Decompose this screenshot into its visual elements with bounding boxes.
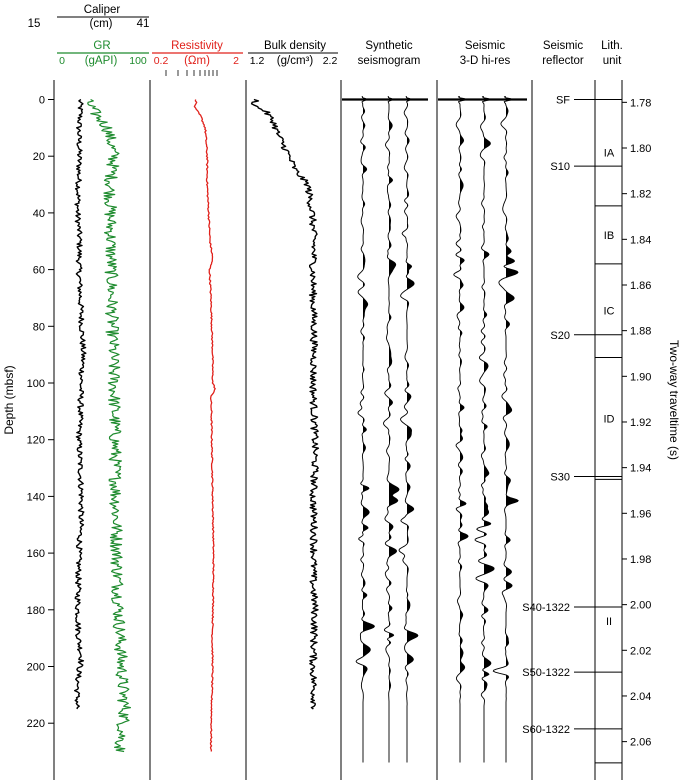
resistivity-min: 0.2: [154, 55, 169, 67]
depth-axis: 0 20 40 60 80 100 120 140 160 180 200 220: [27, 95, 54, 730]
synthetic-trace: [398, 96, 419, 763]
seismic-trace: [474, 96, 495, 763]
header-rules: [57, 16, 338, 76]
synthetic-trace: [383, 96, 400, 763]
twt-tick-label: 1.90: [630, 371, 651, 383]
reflector-label: S40-1322: [522, 602, 570, 614]
lithologic-units: IA IB IC ID II: [595, 148, 622, 764]
resistivity-log-ticks: [165, 70, 218, 76]
depth-axis-label: Depth (mbsf): [2, 365, 16, 434]
lith-unit-label: IC: [604, 306, 615, 318]
caliper-curve: [73, 98, 87, 710]
caliper-max: 41: [137, 18, 150, 30]
track-frames: [53, 80, 623, 780]
gr-unit: (gAPI): [85, 55, 118, 67]
gr-log: [87, 98, 131, 753]
reflector-label: S10: [550, 161, 570, 173]
lith-unit-label: IA: [604, 148, 615, 160]
synthetic-trace-fill: [407, 96, 418, 763]
caliper-log: [73, 98, 87, 710]
resistivity-curve: [193, 99, 216, 752]
twt-axis-label: Two-way traveltime (s): [667, 340, 680, 460]
twt-tick-label: 2.00: [630, 600, 651, 612]
twt-tick-label: 1.86: [630, 280, 651, 292]
reflector-label: S20: [550, 330, 570, 342]
synthetic-title-1: Synthetic: [365, 40, 413, 52]
seismic-trace-fill: [506, 96, 519, 763]
gr-title: GR: [93, 40, 110, 52]
lith-title-1: Lith.: [601, 40, 623, 52]
depth-tick-label: 120: [27, 435, 45, 447]
depth-tick-label: 100: [27, 378, 45, 390]
lith-unit-label: ID: [604, 413, 615, 425]
density-max: 2.2: [323, 55, 338, 67]
seismic-trace-fill: [484, 96, 495, 763]
twt-tick-label: 1.94: [630, 463, 651, 475]
lith-unit-label: II: [606, 616, 612, 628]
depth-tick-label: 200: [27, 662, 45, 674]
depth-tick-label: 140: [27, 491, 45, 503]
density-unit: (g/cm³): [277, 55, 314, 67]
caliper-min: 15: [28, 18, 41, 30]
twt-tick-label: 1.80: [630, 143, 651, 155]
synthetic-trace: [355, 96, 375, 763]
resistivity-max: 2: [233, 55, 239, 67]
seismic-trace: [453, 96, 469, 763]
seismic-title-2: 3-D hi-res: [460, 55, 511, 67]
gr-curve: [87, 98, 131, 753]
twt-tick-label: 1.78: [630, 97, 651, 109]
depth-tick-label: 180: [27, 605, 45, 617]
twt-tick-label: 1.98: [630, 554, 651, 566]
reflector-label: SF: [556, 95, 570, 107]
seismic-reflectors: SF S10 S20 S30 S40-1322 S50-1322 S60-1322: [522, 95, 622, 736]
depth-tick-label: 40: [33, 208, 45, 220]
caliper-unit: (cm): [90, 18, 113, 30]
twt-tick-label: 2.06: [630, 737, 651, 749]
seismic-trace: [492, 96, 519, 763]
density-log: [250, 98, 320, 710]
twt-tick-label: 1.84: [630, 234, 651, 246]
lith-title-2: unit: [603, 55, 622, 67]
twt-tick-label: 2.02: [630, 645, 651, 657]
caliper-title: Caliper: [84, 4, 121, 16]
twt-tick-label: 1.92: [630, 417, 651, 429]
reflector-label: S30: [550, 472, 570, 484]
lith-unit-label: IB: [604, 230, 614, 242]
depth-tick-label: 220: [27, 718, 45, 730]
seismic-title-1: Seismic: [465, 40, 506, 52]
resistivity-title: Resistivity: [171, 40, 223, 52]
depth-tick-label: 0: [39, 95, 45, 107]
gr-min: 0: [59, 55, 65, 67]
depth-tick-label: 60: [33, 265, 45, 277]
twt-axis: 1.78 1.80 1.82 1.84 1.86 1.88 1.90 1.92 1.94 1.96…: [622, 97, 651, 749]
seismic-3d-hires: [438, 96, 527, 763]
reflector-title-2: reflector: [542, 55, 584, 67]
reflector-title-1: Seismic: [543, 40, 584, 52]
twt-tick-label: 1.88: [630, 326, 651, 338]
synthetic-trace-fill: [389, 96, 399, 763]
depth-tick-label: 160: [27, 548, 45, 560]
twt-tick-label: 1.82: [630, 189, 651, 201]
synthetic-title-2: seismogram: [358, 55, 421, 67]
reflector-label: S60-1322: [522, 724, 570, 736]
reflector-label: S50-1322: [522, 667, 570, 679]
density-curve: [250, 98, 320, 710]
twt-tick-label: 2.04: [630, 691, 651, 703]
resistivity-unit: (Ωm): [184, 55, 210, 67]
density-title: Bulk density: [264, 40, 326, 52]
depth-tick-label: 20: [33, 151, 45, 163]
depth-tick-label: 80: [33, 321, 45, 333]
synthetic-trace-fill: [363, 96, 375, 763]
density-min: 1.2: [250, 55, 265, 67]
gr-max: 100: [129, 55, 147, 67]
headers: Caliper 15 (cm) 41 GR 0 (gAPI) 100 Resis…: [28, 4, 623, 67]
synthetic-seismogram: [342, 96, 428, 763]
resistivity-log: [193, 99, 216, 752]
twt-tick-label: 1.96: [630, 508, 651, 520]
